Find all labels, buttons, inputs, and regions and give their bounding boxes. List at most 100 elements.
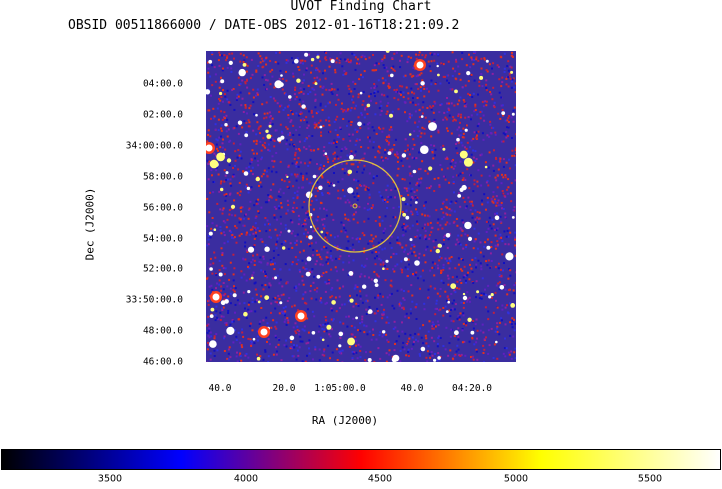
noise-pixel <box>235 335 238 338</box>
noise-pixel <box>428 353 431 356</box>
noise-pixel <box>379 128 382 130</box>
noise-pixel <box>365 308 368 311</box>
noise-pixel <box>511 56 514 58</box>
noise-pixel <box>418 178 420 181</box>
noise-pixel <box>426 107 429 109</box>
noise-pixel <box>333 139 336 142</box>
noise-pixel <box>280 202 283 205</box>
noise-pixel <box>486 201 489 204</box>
noise-pixel <box>252 152 255 155</box>
noise-pixel <box>364 188 367 191</box>
noise-pixel <box>463 100 466 103</box>
noise-pixel <box>434 307 437 310</box>
noise-pixel <box>404 230 407 233</box>
noise-pixel <box>315 112 318 115</box>
noise-pixel <box>346 154 349 157</box>
noise-pixel <box>275 350 278 353</box>
noise-pixel <box>239 150 242 153</box>
noise-pixel <box>511 137 513 139</box>
noise-pixel <box>211 272 214 275</box>
noise-pixel <box>501 304 504 307</box>
noise-pixel <box>355 104 358 107</box>
noise-pixel <box>501 190 504 192</box>
noise-pixel <box>419 135 422 138</box>
noise-pixel <box>475 56 478 59</box>
noise-pixel <box>312 230 314 233</box>
noise-pixel <box>307 93 310 95</box>
noise-pixel <box>489 120 492 123</box>
noise-pixel <box>506 135 509 137</box>
noise-pixel <box>322 124 325 127</box>
noise-pixel <box>457 263 460 266</box>
noise-pixel <box>338 295 341 298</box>
noise-pixel <box>508 227 511 230</box>
noise-pixel <box>312 82 315 85</box>
noise-pixel <box>494 200 497 203</box>
noise-pixel <box>458 192 460 195</box>
star <box>402 212 407 217</box>
noise-pixel <box>256 152 258 155</box>
noise-pixel <box>451 51 454 54</box>
noise-pixel <box>249 278 251 281</box>
noise-pixel <box>402 91 405 94</box>
noise-pixel <box>394 138 397 141</box>
noise-pixel <box>492 104 495 107</box>
noise-pixel <box>375 69 378 72</box>
noise-pixel <box>417 103 420 106</box>
noise-pixel <box>221 209 224 212</box>
star <box>391 357 397 362</box>
noise-pixel <box>410 247 413 250</box>
noise-pixel <box>354 150 357 153</box>
noise-pixel <box>315 67 318 70</box>
noise-pixel <box>220 127 223 130</box>
noise-pixel <box>490 93 493 96</box>
noise-pixel <box>385 200 388 203</box>
noise-pixel <box>507 277 510 280</box>
noise-pixel <box>265 63 268 66</box>
noise-pixel <box>304 138 307 141</box>
noise-pixel <box>356 170 358 173</box>
noise-pixel <box>310 297 313 300</box>
noise-pixel <box>360 73 362 76</box>
noise-pixel <box>339 255 342 258</box>
x-tick-label: 40.0 <box>208 383 232 394</box>
noise-pixel <box>245 352 248 355</box>
noise-pixel <box>368 330 371 333</box>
noise-pixel <box>330 91 333 94</box>
star <box>226 326 235 335</box>
noise-pixel <box>360 185 363 187</box>
noise-pixel <box>223 169 226 172</box>
noise-pixel <box>481 323 484 326</box>
noise-pixel <box>513 351 516 354</box>
noise-pixel <box>439 104 442 107</box>
noise-pixel <box>439 295 442 298</box>
noise-pixel <box>222 89 224 92</box>
noise-pixel <box>374 90 377 93</box>
noise-pixel <box>244 241 247 244</box>
noise-pixel <box>334 296 337 299</box>
noise-pixel <box>395 88 398 91</box>
star <box>274 276 278 280</box>
noise-pixel <box>354 68 357 71</box>
noise-pixel <box>442 75 445 78</box>
noise-pixel <box>344 201 347 204</box>
noise-pixel <box>474 323 477 326</box>
noise-pixel <box>490 327 493 330</box>
noise-pixel <box>406 61 409 64</box>
noise-pixel <box>328 101 331 104</box>
noise-pixel <box>319 263 322 266</box>
noise-pixel <box>491 200 494 203</box>
noise-pixel <box>218 64 221 67</box>
noise-pixel <box>288 134 291 136</box>
noise-pixel <box>394 187 397 190</box>
noise-pixel <box>377 79 380 82</box>
noise-pixel <box>406 144 409 147</box>
star <box>311 331 316 335</box>
noise-pixel <box>268 149 271 152</box>
noise-pixel <box>324 77 327 80</box>
noise-pixel <box>411 294 414 297</box>
noise-pixel <box>352 248 355 251</box>
noise-pixel <box>309 284 312 287</box>
star <box>220 300 226 306</box>
noise-pixel <box>448 232 451 235</box>
